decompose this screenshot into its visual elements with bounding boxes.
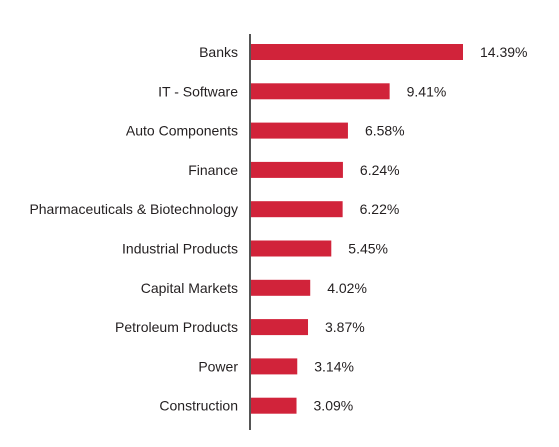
bar-8 — [251, 358, 298, 375]
bar-3 — [251, 161, 343, 178]
value-label-5: 5.45% — [348, 241, 388, 257]
bar-7 — [251, 319, 309, 336]
bar-9 — [251, 397, 297, 414]
category-label-8: Power — [198, 358, 238, 374]
value-label-4: 6.22% — [360, 201, 400, 217]
category-labels: Banks IT - Software Auto Components Finance… — [29, 44, 238, 414]
bar-5 — [251, 240, 332, 257]
value-label-7: 3.87% — [325, 319, 365, 335]
bar-4 — [251, 201, 343, 218]
value-label-9: 3.09% — [314, 398, 354, 414]
category-label-0: Banks — [199, 44, 238, 60]
value-label-3: 6.24% — [360, 162, 400, 178]
category-label-5: Industrial Products — [122, 241, 238, 257]
value-label-6: 4.02% — [327, 280, 367, 296]
value-labels: 14.39% 9.41% 6.58% 6.24% 6.22% 5.45% 4.02% 3.87… — [314, 44, 528, 414]
category-label-1: IT - Software — [158, 83, 238, 99]
value-label-0: 14.39% — [480, 44, 527, 60]
value-label-8: 3.14% — [314, 358, 354, 374]
bars-group — [251, 44, 463, 414]
category-label-7: Petroleum Products — [115, 319, 238, 335]
category-label-9: Construction — [159, 398, 238, 414]
category-label-3: Finance — [188, 162, 238, 178]
category-label-6: Capital Markets — [141, 280, 238, 296]
category-label-2: Auto Components — [126, 123, 238, 139]
value-label-2: 6.58% — [365, 123, 405, 139]
category-label-4: Pharmaceuticals & Biotechnology — [29, 201, 238, 217]
bar-0 — [251, 44, 463, 60]
bar-6 — [251, 279, 311, 296]
bar-1 — [251, 83, 390, 100]
bar-2 — [251, 122, 348, 139]
value-label-1: 9.41% — [407, 83, 447, 99]
